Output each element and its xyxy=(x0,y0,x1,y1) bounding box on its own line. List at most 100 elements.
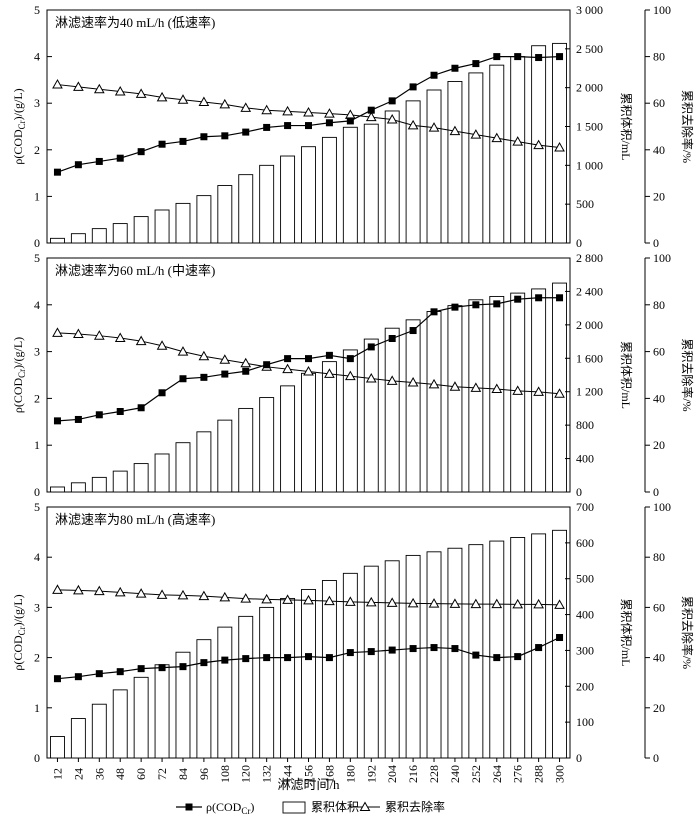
volume-bar xyxy=(489,295,505,493)
x-tick-label: 72 xyxy=(155,768,169,780)
volume-bar xyxy=(447,305,463,493)
volume-tick-label: 0 xyxy=(576,485,582,499)
cod-point xyxy=(325,654,333,662)
x-tick-label: 228 xyxy=(427,765,441,783)
removal-point xyxy=(261,593,273,604)
removal-tick-label: 40 xyxy=(653,391,665,405)
cod-point xyxy=(158,140,166,148)
volume-tick-label: 1 500 xyxy=(576,120,603,134)
removal-point xyxy=(407,376,419,387)
volume-tick-label: 400 xyxy=(576,608,594,622)
removal-tick-label: 0 xyxy=(653,485,659,499)
cod-point xyxy=(221,656,229,664)
removal-point xyxy=(324,108,335,118)
cod-point xyxy=(158,389,166,397)
volume-bar xyxy=(405,100,421,244)
volume-bar xyxy=(301,589,316,759)
removal-tick-label: 100 xyxy=(653,251,671,265)
volume-bar xyxy=(468,299,484,493)
x-tick-label: 36 xyxy=(92,768,106,780)
cod-point xyxy=(535,294,543,302)
removal-point xyxy=(449,125,461,136)
volume-bar xyxy=(133,463,149,493)
left-tick-label: 2 xyxy=(34,651,40,665)
cod-point xyxy=(305,355,312,363)
removal-axis-label: 累积去除率/% xyxy=(680,338,695,411)
legend-cod-label: ρ(CODCr) xyxy=(206,800,254,814)
removal-point xyxy=(470,598,482,609)
removal-point xyxy=(470,129,482,139)
cod-point xyxy=(409,327,417,335)
cod-point xyxy=(493,53,501,61)
x-tick-label: 132 xyxy=(260,765,274,783)
cod-point xyxy=(242,128,250,136)
removal-point xyxy=(177,346,189,356)
volume-bar xyxy=(91,476,107,493)
volume-bar xyxy=(468,72,484,244)
volume-bar xyxy=(363,123,379,244)
volume-tick-label: 2 500 xyxy=(576,42,603,56)
panel-2: 0 1 2 3 4 5 0 400 800 1 200 1 600 2 000 2 400 2 800 0 2… xyxy=(11,251,695,499)
volume-bar xyxy=(112,470,128,493)
volume-bar xyxy=(259,397,275,493)
volume-bar xyxy=(70,718,86,759)
removal-point xyxy=(344,596,356,606)
volume-bar xyxy=(447,547,463,759)
x-tick-label: 48 xyxy=(113,768,127,780)
volume-tick-label: 1 200 xyxy=(576,385,603,399)
cod-point xyxy=(221,370,229,378)
volume-bar xyxy=(301,372,316,493)
removal-point xyxy=(93,83,105,94)
removal-point xyxy=(428,598,440,608)
removal-point xyxy=(303,107,314,117)
volume-tick-label: 500 xyxy=(576,197,594,211)
removal-point xyxy=(93,585,105,596)
cod-point xyxy=(53,417,61,425)
removal-tick-label: 20 xyxy=(653,701,665,715)
cod-point xyxy=(430,644,438,652)
removal-point xyxy=(303,594,314,605)
removal-axis-label: 累积去除率/% xyxy=(680,90,695,163)
removal-tick-label: 80 xyxy=(653,50,665,64)
panel-title: 淋滤速率为80 mL/h (高速率) xyxy=(55,512,215,527)
removal-point xyxy=(282,594,293,604)
volume-bar xyxy=(426,311,442,493)
legend-removal-marker xyxy=(359,801,371,811)
removal-point xyxy=(344,370,356,381)
volume-bar xyxy=(91,703,107,759)
removal-point xyxy=(428,122,440,132)
volume-tick-label: 700 xyxy=(576,500,594,514)
x-tick-label: 288 xyxy=(532,765,546,783)
removal-tick-label: 80 xyxy=(653,550,665,564)
cod-point xyxy=(95,411,103,419)
x-tick-label: 204 xyxy=(385,765,399,783)
removal-point xyxy=(303,365,314,376)
cod-point xyxy=(242,367,250,375)
removal-point xyxy=(512,385,524,395)
removal-point xyxy=(177,589,189,600)
x-tick-label: 24 xyxy=(71,768,85,780)
volume-bar xyxy=(280,385,296,493)
removal-tick-label: 40 xyxy=(653,143,665,157)
removal-point xyxy=(114,332,126,343)
x-tick-label: 240 xyxy=(448,765,462,783)
volume-bar xyxy=(552,282,567,493)
volume-bar xyxy=(426,89,442,244)
cod-point xyxy=(346,355,354,363)
volume-tick-label: 2 000 xyxy=(576,318,603,332)
cod-point xyxy=(388,646,396,654)
removal-point xyxy=(177,94,189,104)
volume-tick-label: 0 xyxy=(576,751,582,765)
volume-bar xyxy=(217,626,233,759)
x-axis-label: 淋滤时间/h xyxy=(277,777,340,792)
volume-bar xyxy=(196,431,212,493)
cod-point xyxy=(472,60,480,68)
volume-bar xyxy=(259,606,275,759)
volume-bar xyxy=(50,486,65,493)
cod-point xyxy=(556,294,564,302)
removal-axis-label: 累积去除率/% xyxy=(680,596,695,669)
cod-point xyxy=(179,137,187,145)
removal-point xyxy=(554,388,565,398)
volume-bar xyxy=(196,195,212,244)
volume-bar xyxy=(280,155,296,244)
